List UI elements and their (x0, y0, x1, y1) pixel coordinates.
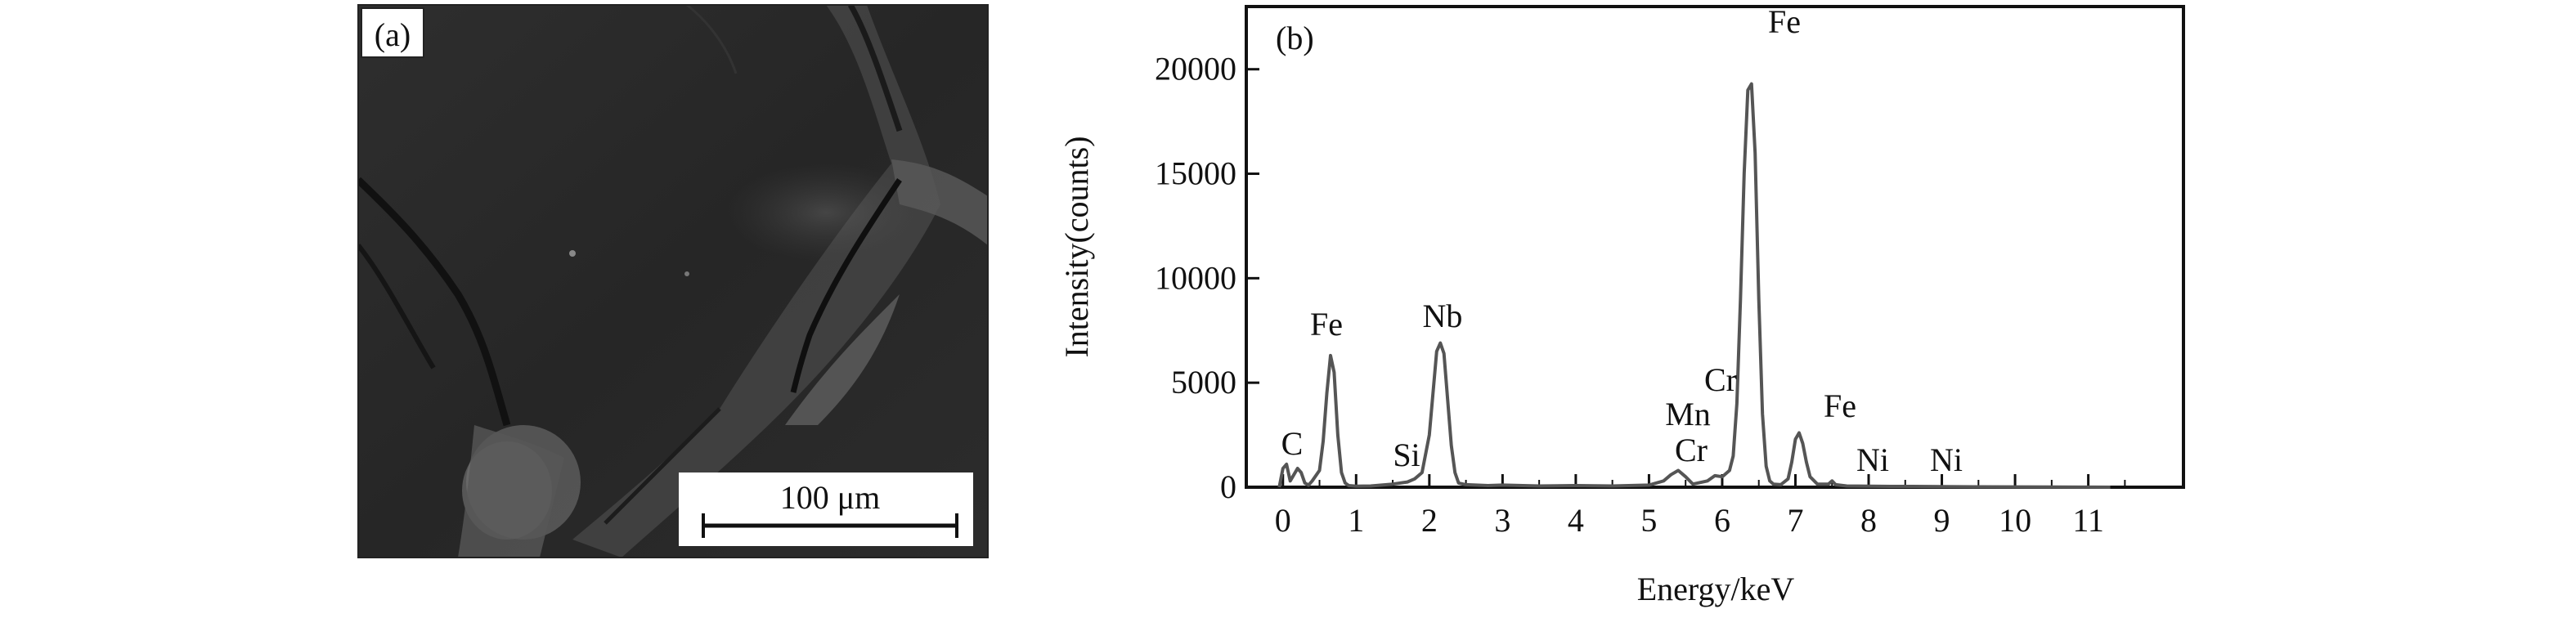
y-tick-label: 10000 (1155, 259, 1236, 296)
y-tick-label: 15000 (1155, 155, 1236, 192)
x-tick-label: 4 (1568, 502, 1584, 539)
peak-label: Fe (1824, 387, 1856, 424)
x-tick-label: 2 (1421, 502, 1438, 539)
x-tick-label: 3 (1494, 502, 1510, 539)
peak-label: Ni (1856, 441, 1889, 478)
y-tick-label: 5000 (1171, 364, 1236, 401)
peak-label: Si (1393, 437, 1420, 473)
peak-label: Fe (1768, 3, 1801, 40)
peak-label: Nb (1423, 298, 1463, 334)
peak-label: Cr (1704, 361, 1737, 398)
peak-label: Fe (1310, 306, 1343, 343)
x-tick-label: 10 (1999, 502, 2031, 539)
peak-label: Mn (1665, 396, 1711, 432)
scale-bar-label: 100 μm (780, 479, 881, 516)
peak-label: Cr (1675, 432, 1708, 468)
x-axis-label: Energy/keV (1637, 571, 1795, 607)
plot-frame (1245, 5, 2185, 489)
spectrum-line (1277, 82, 2111, 489)
panel-b-label: (b) (1276, 20, 1314, 56)
y-tick-label: 0 (1220, 468, 1236, 505)
x-tick-label: 5 (1640, 502, 1657, 539)
x-tick-label: 0 (1275, 502, 1291, 539)
x-tick-label: 8 (1860, 502, 1877, 539)
x-tick-label: 9 (1934, 502, 1950, 539)
y-axis: 0 5000 10000 15000 20000 (1155, 51, 1259, 505)
panel-a-label: (a) (375, 16, 411, 53)
x-tick-label: 7 (1787, 502, 1803, 539)
peak-label: Ni (1930, 441, 1963, 478)
x-tick-label: 1 (1348, 502, 1364, 539)
scale-bar: 100 μm (679, 472, 973, 546)
y-tick-label: 20000 (1155, 51, 1236, 87)
sem-micrograph (358, 5, 988, 558)
x-tick-label: 6 (1714, 502, 1730, 539)
peak-label: C (1281, 425, 1304, 462)
x-tick-label: 11 (2072, 502, 2104, 539)
y-axis-label: Intensity(counts) (1058, 136, 1095, 357)
